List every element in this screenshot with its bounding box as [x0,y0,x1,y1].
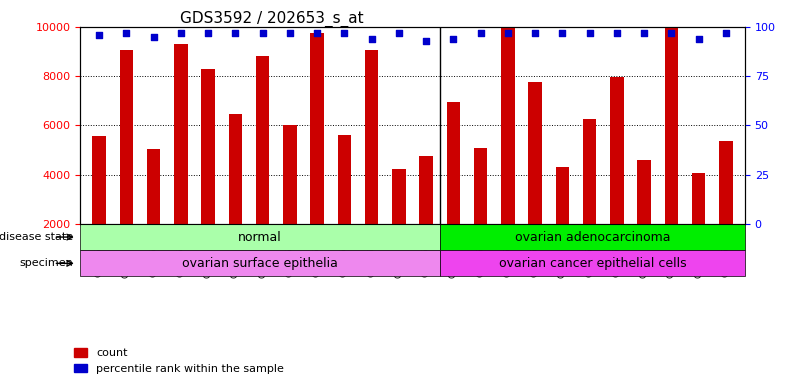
Point [311,30,324,36]
FancyBboxPatch shape [80,224,441,250]
Bar [174,44,187,224]
Legend: count, percentile rank within the sample: count, percentile rank within the sample [70,344,288,379]
Bar [529,82,542,224]
Bar [420,156,433,224]
Point [147,34,160,40]
Point [392,30,405,36]
FancyBboxPatch shape [80,250,441,276]
Bar [501,26,515,224]
Bar [719,141,733,224]
Bar [228,114,242,224]
Bar [583,119,597,224]
Bar [310,33,324,224]
Point [501,30,514,36]
Bar [474,147,488,224]
Bar [392,169,405,224]
Bar [638,160,651,224]
Point [638,30,650,36]
Text: disease state: disease state [0,232,74,242]
Bar [665,17,678,224]
Bar [692,174,706,224]
Text: ovarian surface epithelia: ovarian surface epithelia [182,257,338,270]
Bar [92,136,106,224]
Point [447,36,460,42]
Point [284,30,296,36]
Point [338,30,351,36]
Bar [147,149,160,224]
Point [420,38,433,44]
Point [229,30,242,36]
Bar [337,135,351,224]
Text: normal: normal [238,230,282,243]
Bar [256,56,269,224]
Text: ovarian adenocarcinoma: ovarian adenocarcinoma [515,230,670,243]
Point [719,30,732,36]
Point [556,30,569,36]
Bar [447,102,461,224]
Bar [556,167,570,224]
Point [665,30,678,36]
Point [120,30,133,36]
FancyBboxPatch shape [441,250,745,276]
FancyBboxPatch shape [441,224,745,250]
Bar [364,50,378,224]
Text: ovarian cancer epithelial cells: ovarian cancer epithelial cells [499,257,686,270]
Bar [610,77,624,224]
Point [692,36,705,42]
Text: GDS3592 / 202653_s_at: GDS3592 / 202653_s_at [179,11,364,27]
Point [474,30,487,36]
Point [93,32,106,38]
Point [610,30,623,36]
Point [256,30,269,36]
Point [365,36,378,42]
Bar [201,69,215,224]
Point [583,30,596,36]
Bar [119,50,133,224]
Point [202,30,215,36]
Bar [283,126,296,224]
Text: specimen: specimen [20,258,74,268]
Point [175,30,187,36]
Point [529,30,541,36]
